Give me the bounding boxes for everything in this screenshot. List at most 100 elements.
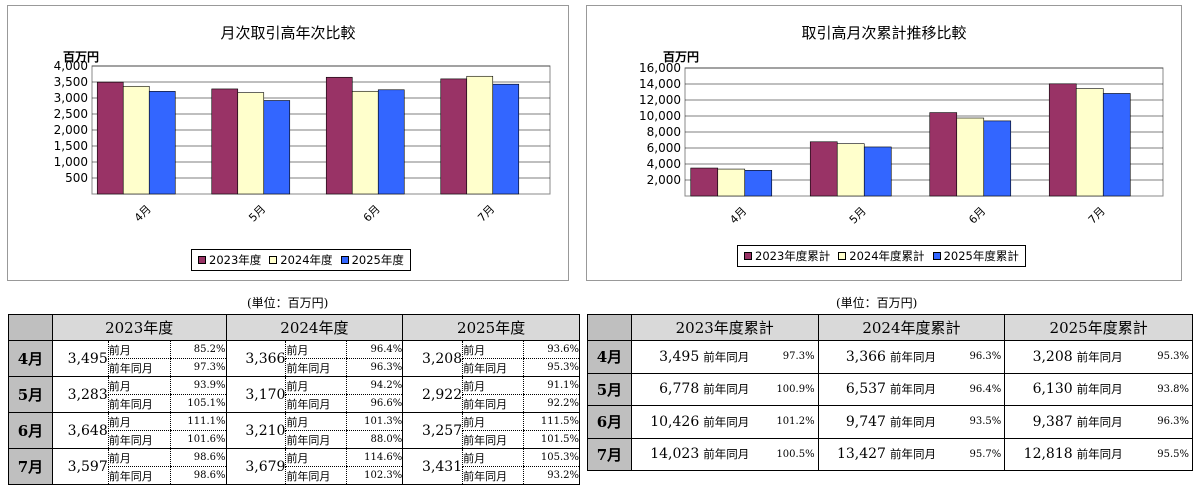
bar: [690, 167, 719, 197]
table-row: 6月 3,648 前月 111.1% 3,210 前月 101.3% 3,257 前月 111.5…: [8, 412, 580, 449]
yoy-pct: 95.3%: [523, 358, 580, 377]
cell-value: 3,366: [225, 340, 286, 377]
bar-chart-plot: 16,000 14,000 12,000 10,000 8,000 6,000 4,000 2…: [639, 61, 1164, 227]
bar: [211, 88, 239, 195]
x-tick-label: 7月: [475, 203, 497, 225]
chart-title: 月次取引高年次比較: [220, 24, 356, 42]
prev-month-pct: 96.4%: [346, 340, 404, 359]
yoy-label: 前年同月: [107, 430, 171, 449]
y-tick-label: 12,000: [639, 93, 681, 107]
column-header: 2024年度: [225, 314, 404, 341]
y-axis-unit-label: 百万円: [663, 50, 700, 64]
cell-value: 14,023: [630, 437, 700, 471]
cell-value: 3,495: [51, 340, 109, 377]
y-tick-label: 1,000: [54, 155, 88, 169]
yoy-label: 前年同月: [885, 372, 958, 406]
x-tick-label: 6月: [361, 203, 383, 225]
legend-swatch: [269, 256, 278, 264]
legend-label: 2024年度累計: [849, 249, 925, 263]
prev-month-pct: 111.5%: [523, 412, 580, 431]
cell-value: 2,922: [402, 376, 463, 413]
table-row: 4月 3,495 前月 85.2% 3,366 前月 96.4% 3,208 前月 93.6%: [8, 340, 580, 377]
cell-value: 3,210: [225, 412, 286, 449]
bar: [836, 143, 865, 197]
y-tick-label: 2,500: [54, 107, 88, 121]
bar: [122, 85, 150, 195]
column-header: 2023年度累計: [630, 314, 819, 341]
yoy-label: 前年同月: [1072, 437, 1145, 471]
yoy-pct: 100.5%: [771, 437, 819, 471]
table-row: 6月 10,426 前年同月 101.2% 9,747 前年同月 93.5% 9,387 前年同…: [587, 405, 1193, 439]
cell-value: 6,778: [630, 372, 700, 406]
yoy-label: 前年同月: [885, 405, 958, 439]
yoy-pct: 97.3%: [771, 340, 819, 374]
cumulative-comparison-chart: 取引高月次累計推移比較 百万円 16,000 14,000 12,000 10,000…: [586, 5, 1182, 281]
bar: [744, 170, 773, 197]
bar: [237, 92, 265, 195]
yoy-label: 前年同月: [1072, 372, 1145, 406]
y-tick-label: 3,500: [54, 75, 88, 89]
bar: [377, 89, 405, 195]
y-tick-label: 4,000: [647, 157, 681, 171]
table-row: 5月 3,283 前月 93.9% 3,170 前月 94.2% 2,922 前月 91.1%: [8, 376, 580, 413]
legend-swatch: [198, 256, 206, 264]
cell-value: 3,366: [817, 340, 886, 374]
yoy-label: 前年同月: [285, 466, 347, 485]
bar: [148, 91, 176, 195]
legend-item: 2025年度: [340, 252, 404, 268]
y-tick-label: 2,000: [54, 123, 88, 137]
table-row: 前年同月 97.3% 前年同月 96.3% 前年同月 95.3%: [9, 358, 580, 377]
x-tick-label: 4月: [132, 203, 154, 225]
yoy-label: 前年同月: [699, 372, 772, 406]
prev-month-label: 前月: [107, 376, 171, 395]
table-row: 7月 3,597 前月 98.6% 3,679 前月 114.6% 3,431 前月 105.3%: [8, 448, 580, 485]
bar: [809, 141, 838, 197]
yoy-label: 前年同月: [699, 405, 772, 439]
legend-item: 2025年度累計: [932, 248, 1019, 264]
legend-label: 2023年度: [209, 253, 262, 267]
y-axis-unit-label: 百万円: [63, 50, 100, 64]
yoy-pct: 96.4%: [957, 372, 1006, 406]
yoy-pct: 95.7%: [957, 437, 1006, 471]
unit-note: (単位：百万円): [836, 296, 918, 310]
yoy-pct: 101.2%: [771, 405, 819, 439]
yoy-label: 前年同月: [462, 358, 524, 377]
x-tick-label: 7月: [1086, 205, 1108, 227]
prev-month-pct: 114.6%: [346, 448, 404, 467]
cell-value: 3,495: [630, 340, 700, 374]
prev-month-pct: 85.2%: [169, 340, 227, 359]
chart-title: 取引高月次累計推移比較: [801, 24, 967, 42]
cell-value: 3,648: [51, 412, 109, 449]
bar: [929, 112, 958, 197]
bar: [325, 76, 353, 195]
yoy-pct: 97.3%: [169, 358, 227, 377]
bar: [983, 120, 1012, 197]
y-tick-label: 16,000: [639, 61, 681, 75]
prev-month-label: 前月: [462, 448, 524, 467]
bar: [863, 146, 892, 197]
yoy-pct: 93.2%: [523, 466, 580, 485]
yoy-label: 前年同月: [885, 340, 958, 374]
row-month-label: 6月: [587, 405, 632, 439]
cell-value: 3,208: [1004, 340, 1073, 374]
x-tick-label: 6月: [966, 205, 988, 227]
cell-value: 3,597: [51, 448, 109, 485]
cell-value: 9,747: [817, 405, 886, 439]
prev-month-label: 前月: [462, 340, 524, 359]
prev-month-label: 前月: [107, 448, 171, 467]
yoy-label: 前年同月: [699, 437, 772, 471]
cumulative-data-table: 2023年度累計 2024年度累計 2025年度累計 4月 3,495 前年同月 97…: [587, 314, 1193, 471]
prev-month-pct: 101.3%: [346, 412, 404, 431]
yoy-pct: 95.5%: [1144, 437, 1193, 471]
y-tick-label: 2,000: [647, 173, 681, 187]
yoy-pct: 96.6%: [346, 394, 404, 413]
table-row: 5月 6,778 前年同月 100.9% 6,537 前年同月 96.4% 6,130 前年同月…: [587, 372, 1193, 406]
table-corner: [8, 314, 53, 341]
yoy-label: 前年同月: [1072, 340, 1145, 374]
prev-month-label: 前月: [285, 376, 347, 395]
prev-month-label: 前月: [462, 412, 524, 431]
yoy-pct: 105.1%: [169, 394, 227, 413]
yoy-label: 前年同月: [699, 340, 772, 374]
prev-month-pct: 105.3%: [523, 448, 580, 467]
row-month-label: 5月: [587, 372, 632, 406]
